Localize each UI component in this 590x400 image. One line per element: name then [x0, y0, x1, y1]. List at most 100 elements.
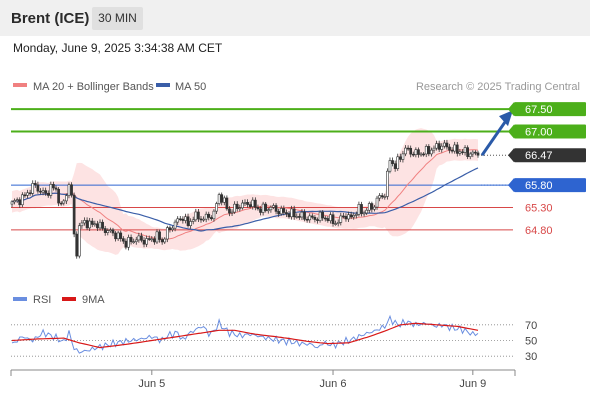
candle-body — [352, 215, 356, 218]
candle-body — [134, 239, 138, 242]
candle — [326, 216, 330, 223]
candle-body — [111, 229, 115, 234]
candle-body — [373, 206, 376, 210]
candle — [409, 145, 413, 158]
candle — [391, 157, 394, 167]
candle — [290, 205, 293, 220]
candle — [222, 195, 226, 206]
candle-body — [380, 195, 384, 198]
candle-body — [246, 202, 249, 205]
candle — [36, 181, 40, 194]
candle-body — [422, 153, 425, 156]
candle — [52, 181, 55, 191]
candle — [207, 211, 211, 221]
candle — [362, 210, 366, 217]
candle — [111, 227, 115, 237]
candle-body — [393, 163, 397, 169]
level-label-65.80: 65.80 — [525, 180, 553, 192]
candle-body — [430, 149, 433, 155]
bollinger-band — [12, 128, 478, 255]
candle-body — [264, 203, 268, 211]
candle — [145, 235, 148, 247]
candle — [147, 235, 151, 242]
level-tag-pointer-67.00 — [508, 124, 514, 139]
timeframe-badge[interactable]: 30 MIN — [92, 7, 143, 30]
candle-body — [171, 227, 174, 231]
candle-body — [57, 188, 60, 204]
rsi-ma-legend-swatch — [62, 297, 76, 301]
candle-body — [165, 227, 169, 240]
rsi-tick-50: 50 — [525, 336, 537, 348]
x-axis-ticks: Jun 5 Jun 6 Jun 9 — [138, 370, 486, 390]
candle-body — [248, 204, 252, 207]
x-axis — [10, 369, 516, 376]
candle-body — [178, 218, 182, 221]
candle-body — [354, 214, 358, 216]
candle-body — [52, 184, 55, 189]
candle — [98, 219, 102, 231]
candle — [430, 147, 433, 157]
candle — [176, 216, 180, 225]
candle-body — [98, 221, 102, 229]
candle-body — [194, 211, 198, 221]
candle-body — [365, 209, 369, 214]
forecast-arrow-head — [499, 110, 513, 127]
candle — [140, 232, 143, 243]
level-labels-layer: 67.50 67.00 65.80 65.30 64.80 — [508, 102, 586, 237]
candle — [274, 203, 278, 215]
level-tag-67.50 — [514, 102, 586, 117]
candle — [90, 217, 94, 228]
candle-body — [119, 232, 123, 239]
candle — [432, 145, 436, 154]
candle — [26, 189, 29, 199]
candle-body — [186, 216, 190, 226]
candle — [80, 219, 84, 229]
candle-body — [378, 195, 381, 199]
candle-body — [173, 221, 177, 229]
candle — [13, 198, 16, 205]
candle-body — [290, 208, 293, 218]
candle — [217, 192, 221, 206]
candle-body — [101, 221, 104, 229]
candle-body — [238, 207, 242, 210]
candle-body — [383, 196, 387, 198]
candle — [194, 208, 198, 222]
candle — [427, 144, 431, 157]
candle-body — [80, 222, 84, 227]
candle-body — [132, 241, 136, 243]
candle — [191, 216, 195, 225]
chart-credit: Research © 2025 Trading Central — [416, 81, 580, 93]
candle-body — [279, 208, 283, 215]
candle-body — [176, 218, 180, 223]
candle-body — [313, 217, 317, 220]
candle — [39, 188, 42, 195]
candle — [254, 197, 257, 211]
candle-body — [26, 192, 29, 196]
candle-body — [163, 238, 167, 243]
candle — [424, 144, 428, 158]
candle-body — [150, 238, 154, 241]
bollinger-layer — [12, 128, 478, 255]
candle — [134, 236, 138, 245]
candle — [442, 139, 446, 149]
candle-body — [339, 215, 343, 223]
candle-body — [62, 200, 66, 204]
candle — [269, 205, 273, 213]
candle — [160, 237, 164, 245]
candle — [31, 180, 35, 196]
candle — [458, 148, 462, 156]
candle — [83, 217, 86, 226]
candle-body — [310, 215, 314, 218]
candle-body — [427, 146, 431, 155]
candle-body — [458, 151, 462, 154]
candle-body — [277, 211, 281, 215]
candle — [401, 150, 405, 163]
candle — [417, 147, 420, 158]
candle-body — [404, 147, 407, 155]
candle-body — [414, 149, 418, 155]
candle-body — [347, 214, 350, 220]
candle — [65, 193, 68, 205]
candle-body — [401, 153, 405, 160]
candle — [331, 211, 335, 227]
